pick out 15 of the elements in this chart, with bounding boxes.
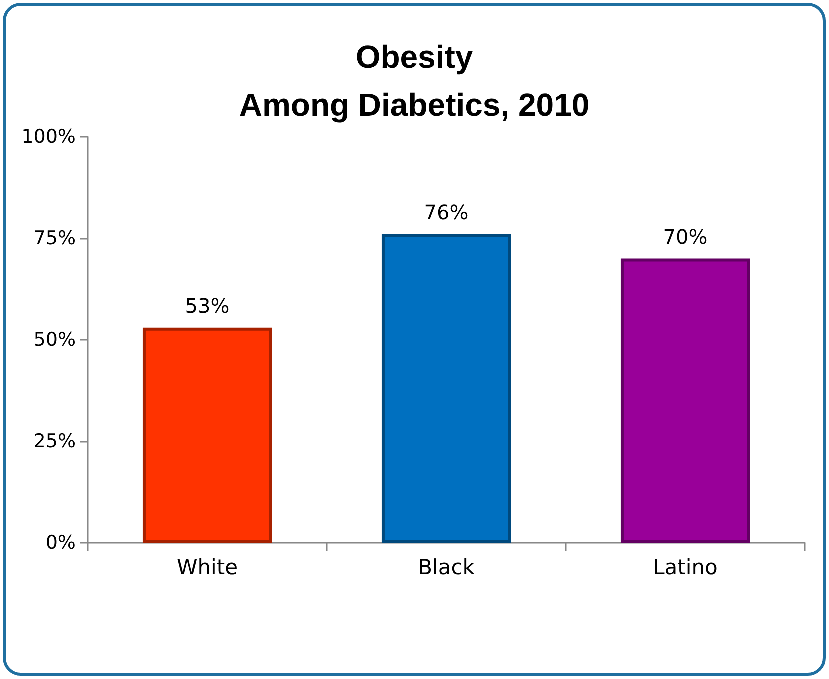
x-tick-label: Latino xyxy=(653,556,718,580)
data-label: 70% xyxy=(663,224,708,249)
y-tick-label: 25% xyxy=(34,430,76,452)
bar xyxy=(142,328,272,543)
bar xyxy=(382,234,512,543)
y-tick-label: 0% xyxy=(46,532,76,554)
y-tick-label: 100% xyxy=(22,126,76,148)
data-label: 76% xyxy=(424,200,469,224)
data-label: 53% xyxy=(185,294,230,318)
y-tick-label: 50% xyxy=(34,329,76,351)
bar xyxy=(620,258,750,543)
chart-title: Obesity Among Diabetics, 2010 xyxy=(239,39,590,123)
x-tick-label: White xyxy=(176,556,238,580)
y-tick-label: 75% xyxy=(34,228,76,250)
x-tick-label: Black xyxy=(418,556,476,580)
